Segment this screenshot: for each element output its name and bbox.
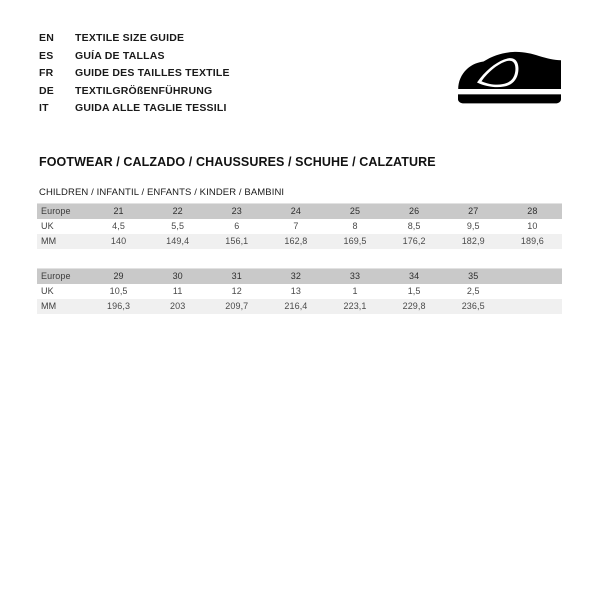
table-cell	[502, 284, 562, 299]
table-row: Europe 21 22 23 24 25 26 27 28	[37, 203, 562, 219]
table-cell: 196,3	[89, 299, 149, 314]
table-cell: 216,4	[266, 299, 326, 314]
table-cell: 169,5	[325, 234, 385, 249]
shoe-icon	[455, 41, 567, 105]
table-cell: 27	[443, 203, 503, 219]
table-cell: 203	[148, 299, 208, 314]
language-row-es: ES GUÍA DE TALLAS	[39, 50, 230, 68]
table-cell: 11	[148, 284, 208, 299]
table-row: Europe 29 30 31 32 33 34 35	[37, 268, 562, 284]
table-cell: 156,1	[207, 234, 267, 249]
page-title: FOOTWEAR / CALZADO / CHAUSSURES / SCHUHE…	[39, 155, 436, 169]
table-cell: 1,5	[384, 284, 444, 299]
table-cell: 33	[325, 268, 385, 284]
table-cell: 140	[89, 234, 149, 249]
table-cell: 2,5	[443, 284, 503, 299]
row-label: Europe	[37, 203, 90, 219]
language-row-it: IT GUIDA ALLE TAGLIE TESSILI	[39, 102, 230, 120]
table-cell	[502, 268, 562, 284]
table-cell: 13	[266, 284, 326, 299]
table-cell: 34	[384, 268, 444, 284]
language-title: GUIDA ALLE TAGLIE TESSILI	[75, 102, 227, 114]
table-cell: 4,5	[89, 219, 149, 234]
table-cell: 8,5	[384, 219, 444, 234]
language-title: TEXTILE SIZE GUIDE	[75, 32, 185, 44]
language-code: FR	[39, 67, 54, 79]
table-cell: 8	[325, 219, 385, 234]
language-title: GUÍA DE TALLAS	[75, 49, 165, 62]
row-label: MM	[37, 299, 90, 314]
table-cell: 7	[266, 219, 326, 234]
table-cell: 29	[89, 268, 149, 284]
table-cell: 35	[443, 268, 503, 284]
table-cell: 21	[89, 203, 149, 219]
table-cell	[502, 299, 562, 314]
table-row: MM 196,3 203 209,7 216,4 223,1 229,8 236…	[37, 299, 562, 314]
language-title: GUIDE DES TAILLES TEXTILE	[75, 67, 230, 79]
table-cell: 236,5	[443, 299, 503, 314]
language-code: EN	[39, 32, 54, 44]
row-label: UK	[37, 219, 90, 234]
table-cell: 30	[148, 268, 208, 284]
table-cell: 162,8	[266, 234, 326, 249]
table-cell: 1	[325, 284, 385, 299]
table-cell: 32	[266, 268, 326, 284]
row-label: Europe	[37, 268, 90, 284]
table-cell: 182,9	[443, 234, 503, 249]
table-cell: 31	[207, 268, 267, 284]
table-cell: 176,2	[384, 234, 444, 249]
row-label: MM	[37, 234, 90, 249]
table-cell: 23	[207, 203, 267, 219]
row-label: UK	[37, 284, 90, 299]
table-cell: 209,7	[207, 299, 267, 314]
size-table-children-1: Europe 21 22 23 24 25 26 27 28 UK 4,5 5,…	[37, 203, 562, 249]
table-cell: 6	[207, 219, 267, 234]
table-row: MM 140 149,4 156,1 162,8 169,5 176,2 182…	[37, 234, 562, 249]
table-cell: 223,1	[325, 299, 385, 314]
table-row: UK 4,5 5,5 6 7 8 8,5 9,5 10	[37, 219, 562, 234]
language-list: EN TEXTILE SIZE GUIDE ES GUÍA DE TALLAS …	[39, 32, 230, 120]
table-cell: 28	[502, 203, 562, 219]
table-cell: 22	[148, 203, 208, 219]
language-row-en: EN TEXTILE SIZE GUIDE	[39, 32, 230, 50]
table-cell: 26	[384, 203, 444, 219]
table-cell: 229,8	[384, 299, 444, 314]
table-cell: 24	[266, 203, 326, 219]
table-cell: 5,5	[148, 219, 208, 234]
table-cell: 189,6	[502, 234, 562, 249]
language-row-fr: FR GUIDE DES TAILLES TEXTILE	[39, 67, 230, 85]
language-code: ES	[39, 49, 54, 62]
table-cell: 10,5	[89, 284, 149, 299]
language-code: IT	[39, 102, 49, 114]
table-cell: 25	[325, 203, 385, 219]
table-cell: 149,4	[148, 234, 208, 249]
table-cell: 12	[207, 284, 267, 299]
language-code: DE	[39, 84, 54, 97]
table-cell: 9,5	[443, 219, 503, 234]
table-cell: 10	[502, 219, 562, 234]
section-subtitle: CHILDREN / INFANTIL / ENFANTS / KINDER /…	[39, 187, 285, 198]
language-row-de: DE TEXTILGRÖßENFÜHRUNG	[39, 85, 230, 103]
size-table-children-2: Europe 29 30 31 32 33 34 35 UK 10,5 11 1…	[37, 268, 562, 314]
language-title: TEXTILGRÖßENFÜHRUNG	[75, 84, 213, 97]
table-row: UK 10,5 11 12 13 1 1,5 2,5	[37, 284, 562, 299]
